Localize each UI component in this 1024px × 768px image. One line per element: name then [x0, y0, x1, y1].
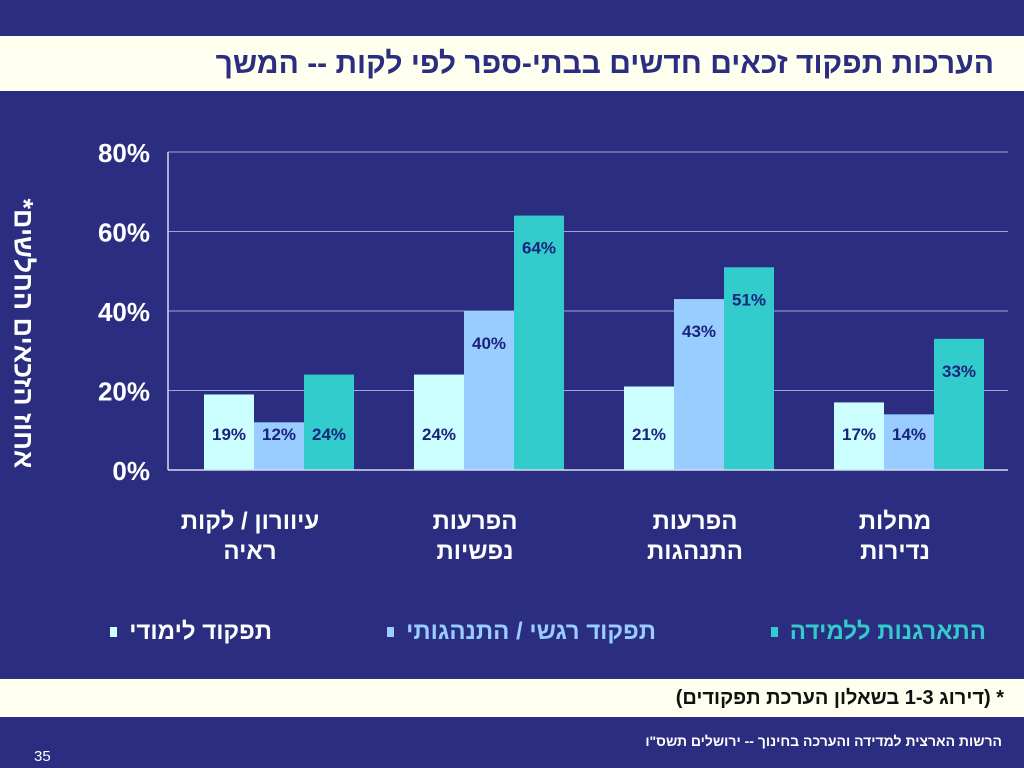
data-label: 19%	[212, 425, 246, 444]
y-tick-label: 60%	[98, 218, 150, 248]
legend-swatch-emotional	[387, 627, 395, 637]
data-label: 64%	[522, 239, 556, 258]
y-tick-label: 0%	[112, 456, 150, 486]
bar	[834, 402, 884, 470]
bar	[414, 374, 464, 470]
legend-swatch-organization	[770, 627, 778, 637]
bar	[514, 215, 564, 470]
data-label: 24%	[312, 425, 346, 444]
legend-label-emotional: תפקוד רגשי / התנהגותי	[406, 618, 656, 645]
bar	[934, 338, 984, 470]
category-label-behavior: הפרעות התנהגות	[647, 508, 743, 565]
legend-swatch-learning	[110, 627, 118, 637]
bar	[204, 394, 254, 470]
legend-label-organization: התארגנות ללמידה	[789, 618, 986, 645]
bar	[464, 311, 514, 470]
data-label: 51%	[732, 290, 766, 309]
title-band: הערכות תפקוד זכאים חדשים בבתי-ספר לפי לק…	[0, 36, 1024, 91]
bar	[254, 422, 304, 470]
bar-chart: 0% 20% 40% 60% 80% 19% 24% 21% 17% 12% 40% 43% 14% 24…	[98, 138, 1008, 486]
category-label-mental: הפרעות נפשיות	[432, 508, 518, 565]
legend-item-organization: התארגנות ללמידה	[770, 618, 986, 646]
bar	[674, 299, 724, 470]
data-label: 21%	[632, 425, 666, 444]
legend-item-learning: תפקוד לימודי	[110, 618, 272, 646]
bar	[884, 414, 934, 470]
bar	[304, 374, 354, 470]
legend-label-learning: תפקוד לימודי	[129, 618, 272, 645]
category-label-vision: עיוורון / לקות ראיה	[180, 508, 320, 565]
bar	[724, 267, 774, 470]
footer-credit: הרשות הארצית למדידה והערכה בחינוך -- ירו…	[645, 733, 1002, 749]
data-label: 12%	[262, 425, 296, 444]
chart-legend: התארגנות ללמידה תפקוד רגשי / התנהגותי תפ…	[0, 618, 1024, 658]
data-label: 24%	[422, 425, 456, 444]
y-tick-label: 80%	[98, 138, 150, 168]
note-band: * (דירוג 1-3 בשאלון הערכת תפקודים)	[0, 679, 1024, 717]
data-label: 17%	[842, 425, 876, 444]
data-label: 40%	[472, 334, 506, 353]
category-label-rare: מחלות נדירות	[858, 508, 932, 565]
footnote: * (דירוג 1-3 בשאלון הערכת תפקודים)	[675, 687, 1004, 709]
legend-item-emotional: תפקוד רגשי / התנהגותי	[387, 618, 656, 646]
slide-title: הערכות תפקוד זכאים חדשים בבתי-ספר לפי לק…	[215, 47, 994, 80]
data-label: 33%	[942, 362, 976, 381]
data-label: 14%	[892, 425, 926, 444]
bar	[624, 386, 674, 470]
y-tick-label: 20%	[98, 377, 150, 407]
data-label: 43%	[682, 322, 716, 341]
y-tick-label: 40%	[98, 297, 150, 327]
page-number: 35	[34, 748, 51, 765]
